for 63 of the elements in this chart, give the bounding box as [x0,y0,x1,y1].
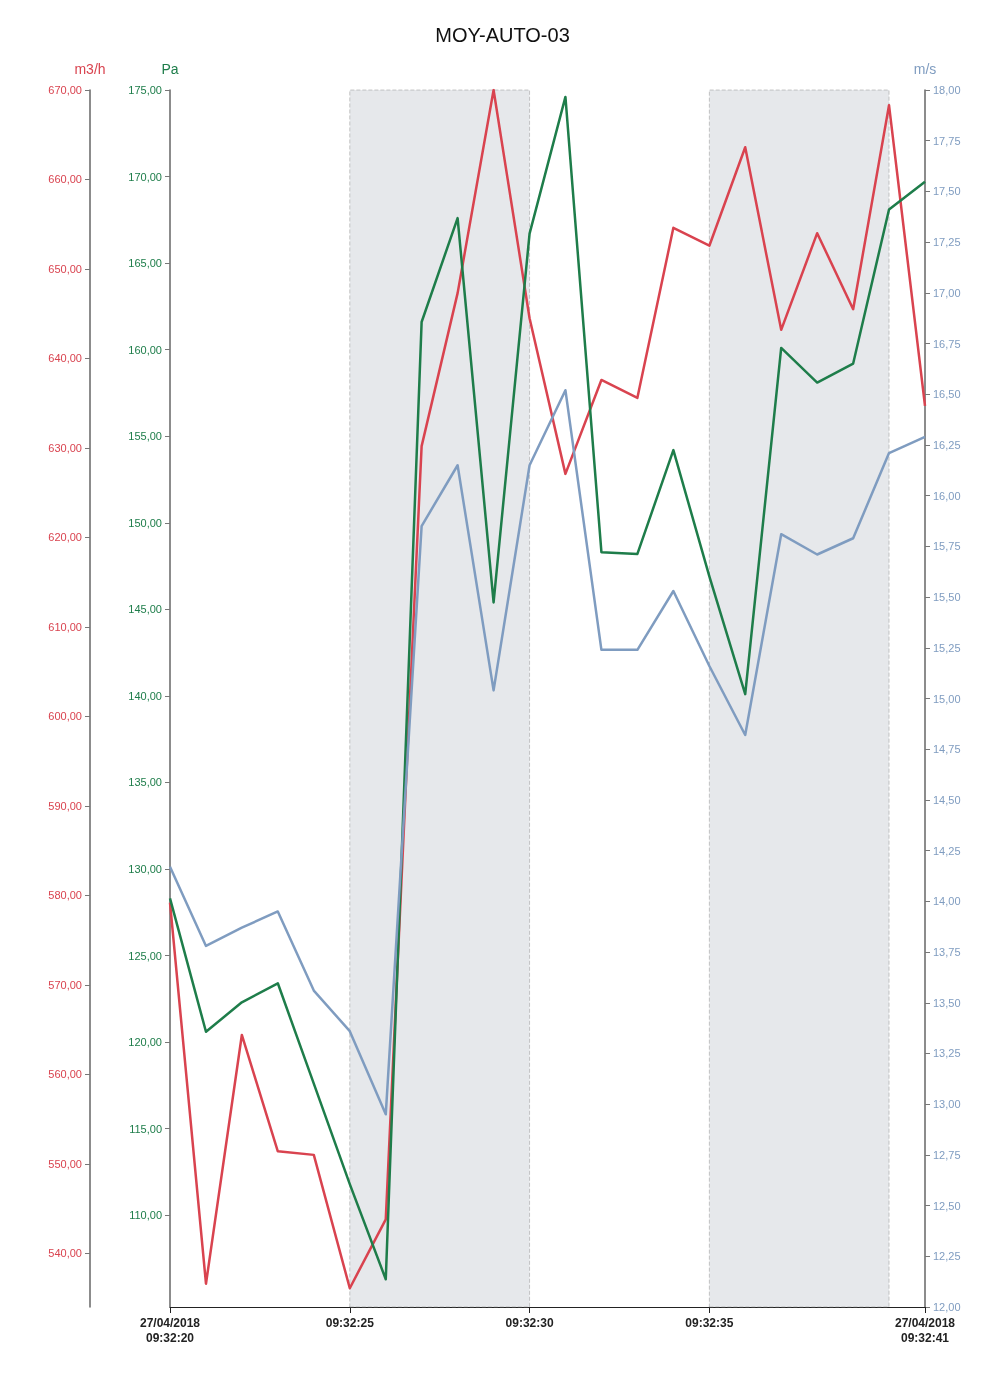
y-tick-label: 550,00 [48,1157,82,1170]
y2-tick-label: 170,00 [128,170,162,183]
y-tick-label: 640,00 [48,352,82,365]
line-series [168,388,927,1116]
y3-tick-label: 12,75 [933,1148,961,1161]
y3-tick-label: 15,75 [933,540,961,553]
y-tick-label: 580,00 [48,889,82,902]
y-tick-label: 590,00 [48,799,82,812]
y2-tick-label: 130,00 [128,863,162,876]
y2-tick-label: 120,00 [128,1036,162,1049]
y2-tick-label: 155,00 [128,430,162,443]
y2-tick-label: 145,00 [128,603,162,616]
y3-tick-label: 15,25 [933,641,961,654]
y-tick-label: 620,00 [48,531,82,544]
y3-tick-label: 16,75 [933,337,961,350]
y3-tick-label: 17,75 [933,134,961,147]
y3-tick-label: 18,00 [933,84,961,96]
y2-tick-label: 135,00 [128,776,162,789]
y3-tick-label: 14,50 [933,793,961,806]
y-axis-title: m3/h [74,61,106,77]
x-tick-label: 27/04/2018 09:32:20 [139,1315,201,1345]
y2-tick-label: 160,00 [128,343,162,356]
y2-tick-label: 165,00 [128,257,162,270]
y2-tick-label: 125,00 [128,949,162,962]
x-tick-label: 09:32:30 [505,1315,554,1330]
y3-tick-label: 17,00 [933,286,961,299]
y3-tick-label: 12,00 [933,1301,961,1313]
y2-tick-label: 140,00 [128,689,162,702]
y3-tick-label: 14,00 [933,895,961,908]
x-tick-label: 27/04/2018 09:32:41 [894,1315,956,1345]
y3-tick-label: 12,50 [933,1199,961,1212]
y3-tick-label: 15,00 [933,692,961,705]
x-tick-label: 09:32:25 [325,1315,375,1330]
y3-tick-label: 14,75 [933,743,961,756]
y-tick-label: 650,00 [48,262,82,275]
y2-tick-label: 110,00 [129,1209,162,1222]
y-tick-label: 540,00 [48,1247,82,1260]
y2-axis-title: Pa [161,61,179,77]
y2-tick-label: 150,00 [128,516,162,529]
y3-tick-label: 14,25 [933,844,961,857]
y-tick-label: 600,00 [48,710,82,723]
x-tick-label: 09:32:35 [685,1315,734,1330]
y-tick-label: 560,00 [48,1068,82,1081]
y3-axis-title: m/s [913,61,937,77]
y3-tick-label: 16,25 [933,438,961,451]
y3-tick-label: 13,50 [933,996,961,1009]
y-tick-label: 570,00 [48,978,82,991]
y3-tick-label: 17,25 [933,236,961,249]
y3-tick-label: 13,75 [933,946,961,959]
y3-tick-label: 16,00 [933,489,961,502]
y-tick-label: 670,00 [48,84,82,96]
y-tick-label: 610,00 [48,620,82,633]
y-tick-label: 660,00 [48,173,82,186]
y3-tick-label: 12,25 [933,1250,961,1263]
y2-tick-label: 115,00 [129,1122,162,1135]
y-tick-label: 630,00 [48,441,82,454]
y2-tick-label: 175,00 [128,84,162,96]
y3-tick-label: 13,25 [933,1047,961,1060]
y3-tick-label: 15,50 [933,591,961,604]
chart-title: MOY-AUTO-03 [435,24,570,46]
y3-tick-label: 17,50 [933,185,961,198]
y3-tick-label: 13,00 [933,1098,961,1111]
y3-tick-label: 16,50 [933,388,961,401]
